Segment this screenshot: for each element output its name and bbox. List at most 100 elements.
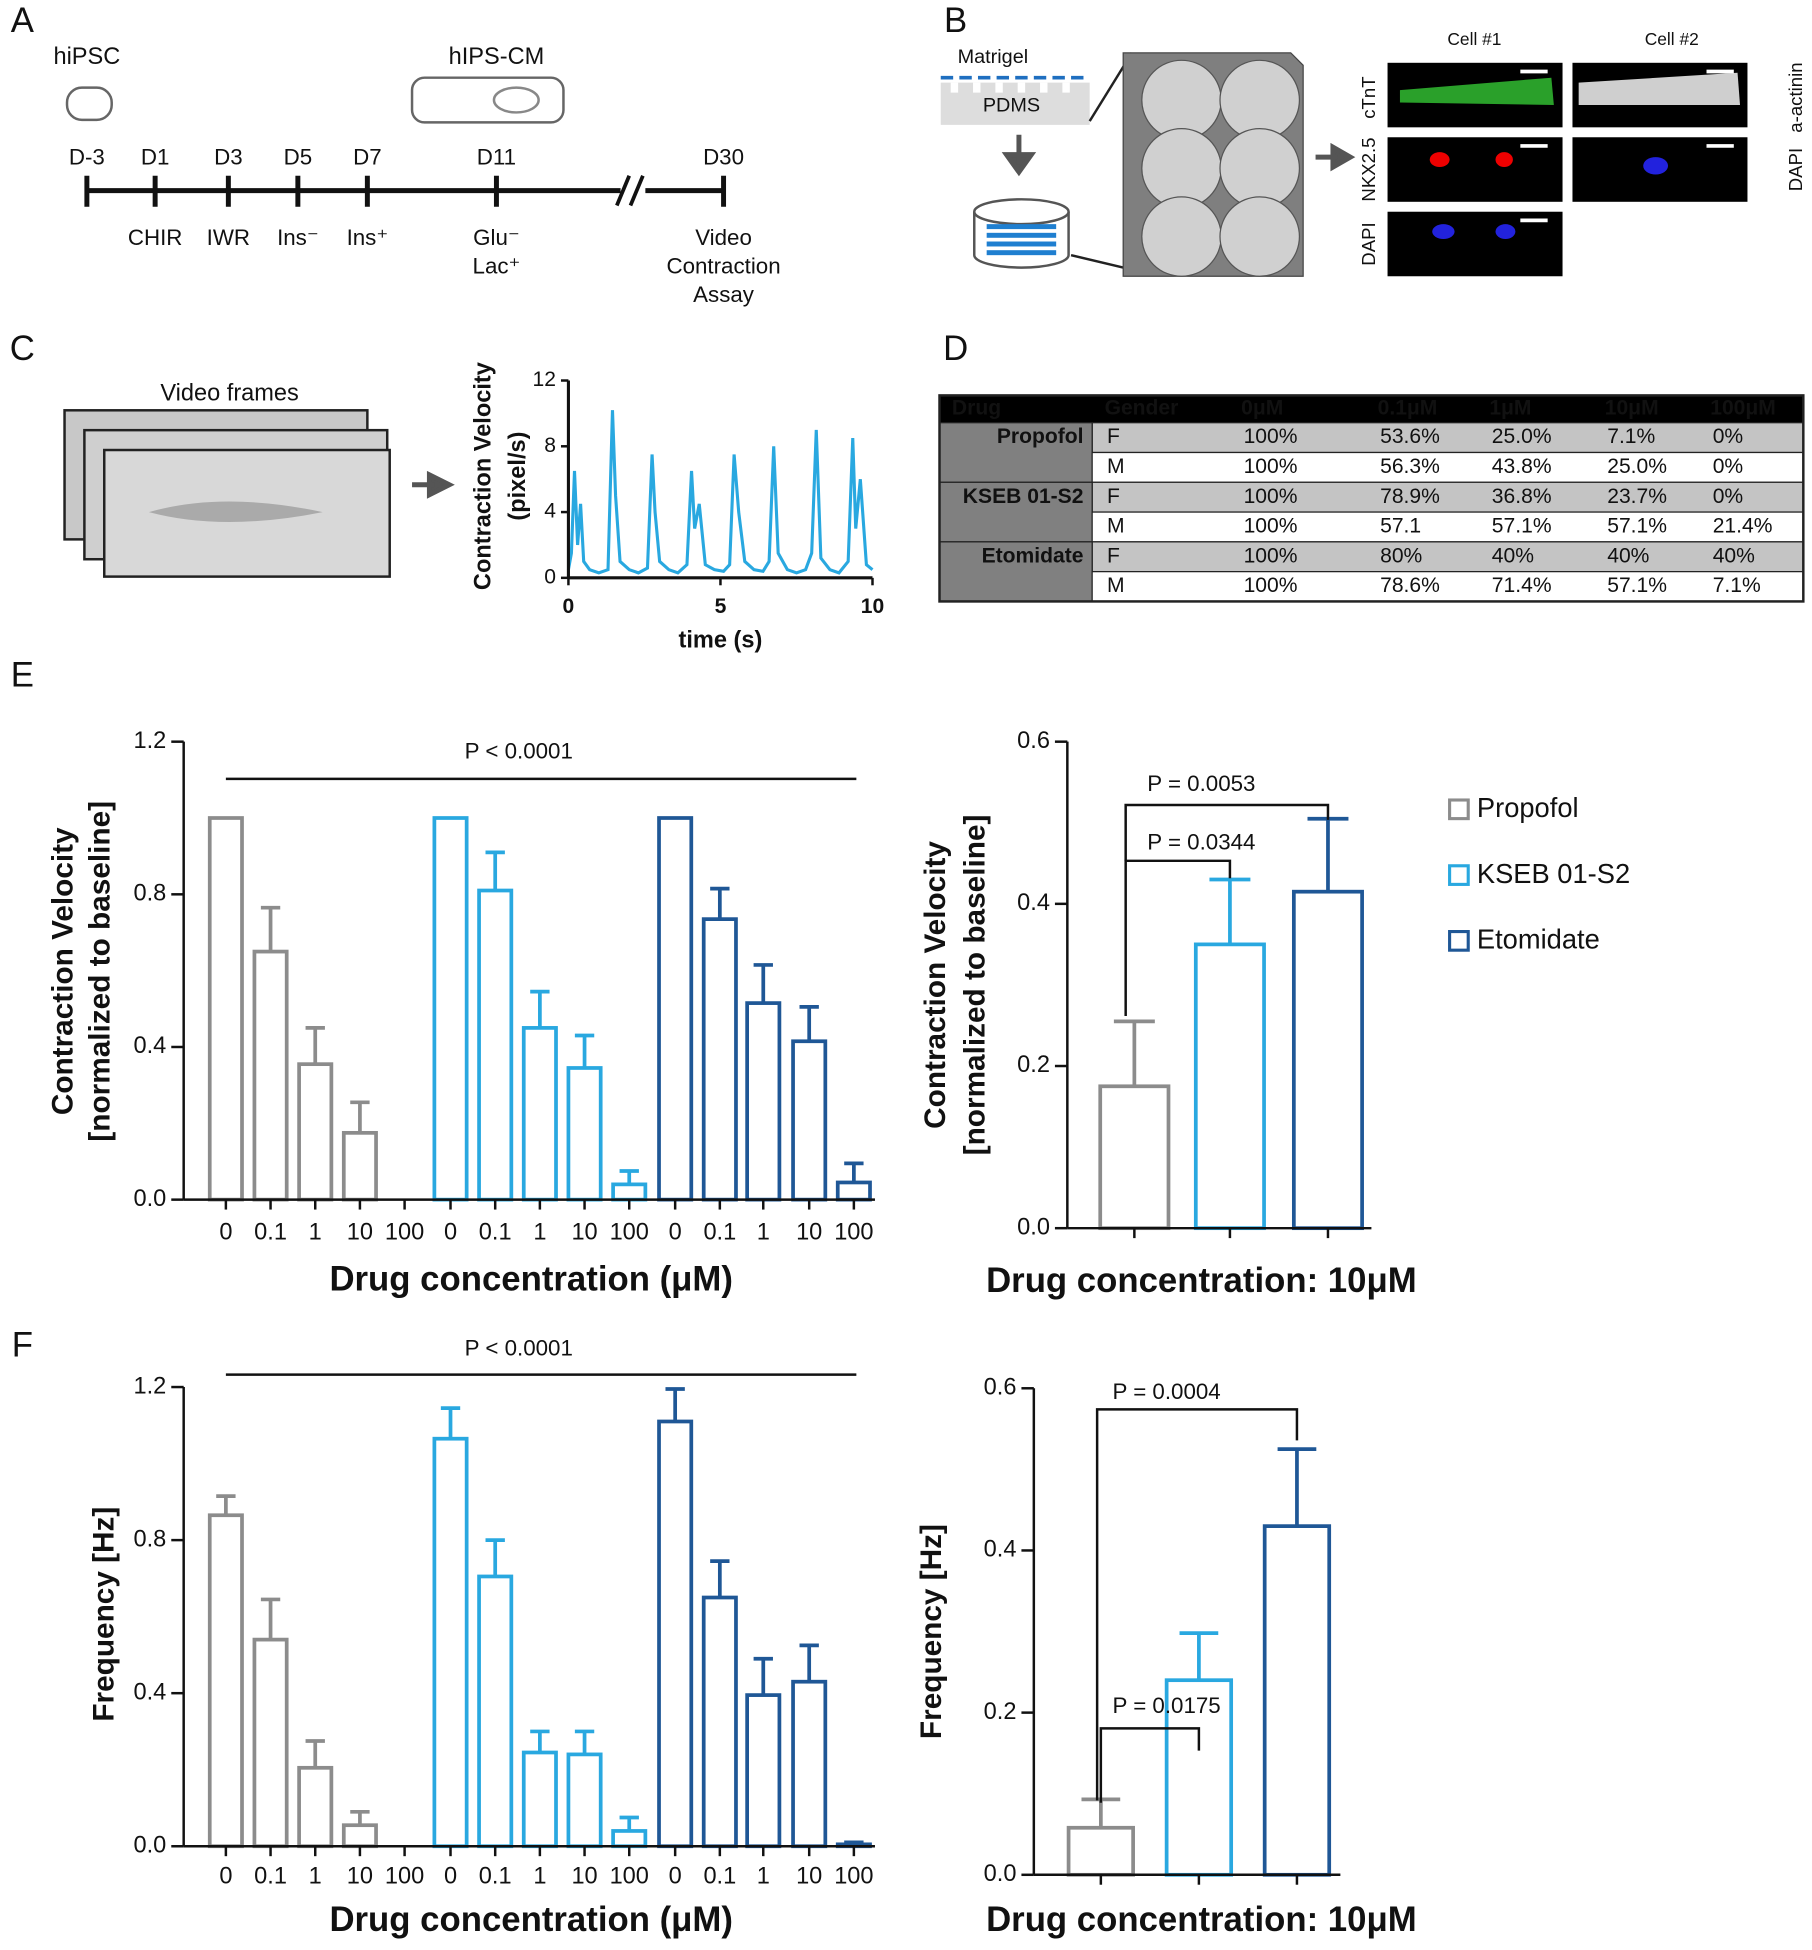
table-row-bg [1091, 511, 1804, 543]
treatment-label: Ins⁺ [347, 225, 389, 250]
table-drug: Etomidate [982, 544, 1084, 567]
bar [252, 1637, 289, 1849]
table-drug: KSEB 01-S2 [963, 485, 1084, 508]
video-label: Video frames [160, 379, 299, 405]
table-row-bg [1091, 571, 1804, 603]
y-tick-label: 0.0 [984, 1860, 1017, 1886]
table-drug: Propofol [997, 425, 1084, 448]
legend-label: KSEB 01-S2 [1477, 858, 1630, 889]
significance-bracket [1124, 859, 1232, 1016]
y-tick-label: 0.4 [1017, 889, 1050, 915]
table-cell: 43.8% [1492, 455, 1552, 478]
x-tick-label: 10 [571, 1863, 597, 1889]
x-tick-label: 1 [309, 1863, 322, 1889]
error-bar [1081, 1797, 1121, 1828]
x-tick-label: 100 [610, 1863, 649, 1889]
error-bar [1209, 877, 1251, 945]
table-cell: 78.9% [1380, 485, 1440, 508]
table-header: 1μM [1489, 397, 1531, 420]
bar [1193, 942, 1266, 1231]
panel-label: A [11, 2, 35, 40]
y-tick-label: 4 [544, 500, 556, 523]
bar [1262, 1524, 1332, 1877]
pdms-block [940, 82, 1090, 125]
y-axis-title: Contraction Velocity [919, 841, 952, 1129]
x-tick-label: 0.1 [254, 1863, 287, 1889]
x-tick-label: 0.1 [254, 1218, 287, 1244]
bar [432, 816, 469, 1202]
x-tick-label: 0 [563, 595, 575, 618]
table-cell: 57.1 [1380, 515, 1421, 538]
y-tick-label: 8 [544, 434, 556, 457]
legend-swatch [1448, 798, 1470, 821]
legend-label: Etomidate [1477, 924, 1600, 955]
plate-wells [1141, 59, 1301, 277]
x-tick-label: 100 [610, 1218, 649, 1244]
table-cell: 78.6% [1380, 574, 1440, 597]
material-label: PDMS [983, 94, 1040, 116]
bar [341, 1823, 378, 1849]
x-tick-label: 0.1 [703, 1218, 736, 1244]
table-cell: 57.1% [1607, 515, 1667, 538]
table-row-bg [1091, 481, 1804, 513]
table-cell: 36.8% [1492, 485, 1552, 508]
bar [477, 888, 514, 1202]
error-bar [1179, 1631, 1219, 1681]
y-tick-label: 0.8 [134, 1525, 167, 1551]
error-bar [350, 1809, 370, 1826]
bar [477, 1574, 514, 1849]
error-bar [619, 1169, 639, 1185]
table-header: Gender [1105, 397, 1179, 420]
error-bar [1277, 1447, 1317, 1527]
table-cell: 0% [1713, 455, 1743, 478]
bar [207, 816, 244, 1202]
table-header: Drug [952, 397, 1001, 420]
stage-label: hiPSC [53, 43, 120, 69]
cell-label: Cell #2 [1645, 29, 1699, 49]
day-label: D1 [141, 144, 170, 169]
significance-bracket [1099, 1727, 1201, 1803]
y-tick-label: 0 [544, 565, 556, 588]
stage-label: hIPS-CM [449, 43, 545, 69]
table-header: 0.1μM [1378, 397, 1438, 420]
x-tick-label: 100 [834, 1863, 873, 1889]
x-tick-label: 1 [757, 1218, 770, 1244]
day-label: D30 [703, 144, 744, 169]
table-cell: 57.1% [1607, 574, 1667, 597]
error-bar [260, 905, 281, 952]
legend-label: Propofol [1477, 792, 1579, 823]
table-cell: 100% [1244, 574, 1298, 597]
table-cell: M [1107, 515, 1125, 538]
error-bar [1307, 816, 1349, 892]
day-label: D5 [284, 144, 313, 169]
table-cell: 7.1% [1713, 574, 1761, 597]
table-cell: 100% [1244, 485, 1298, 508]
table-cell: 100% [1244, 544, 1298, 567]
bar [297, 1062, 334, 1202]
table-row-bg [1091, 541, 1804, 573]
error-bar [440, 1406, 461, 1439]
error-bar [530, 1729, 550, 1753]
error-bar [216, 1494, 236, 1516]
table-cell: 0% [1713, 485, 1743, 508]
error-bar [1113, 1019, 1155, 1087]
x-tick-label: 1 [309, 1218, 322, 1244]
arrow [412, 470, 455, 499]
micrographs [1387, 62, 1748, 277]
x-tick-label: 10 [347, 1863, 373, 1889]
table-header: 10μM [1605, 397, 1659, 420]
arrow [1315, 142, 1356, 172]
table-row-bg [1091, 422, 1804, 454]
bar [657, 816, 694, 1202]
y-tick-label: 1.2 [134, 1372, 167, 1398]
y-axis-title: Contraction Velocity [469, 362, 495, 590]
table-drug-cell [938, 422, 1093, 483]
error-bar [753, 1656, 773, 1696]
error-bar [485, 850, 505, 891]
x-tick-label: 0.1 [479, 1863, 512, 1889]
panel-label: E [11, 656, 34, 694]
y-tick-label: 1.2 [134, 727, 167, 753]
bar [207, 1513, 244, 1849]
treatment-label: Assay [693, 282, 755, 307]
